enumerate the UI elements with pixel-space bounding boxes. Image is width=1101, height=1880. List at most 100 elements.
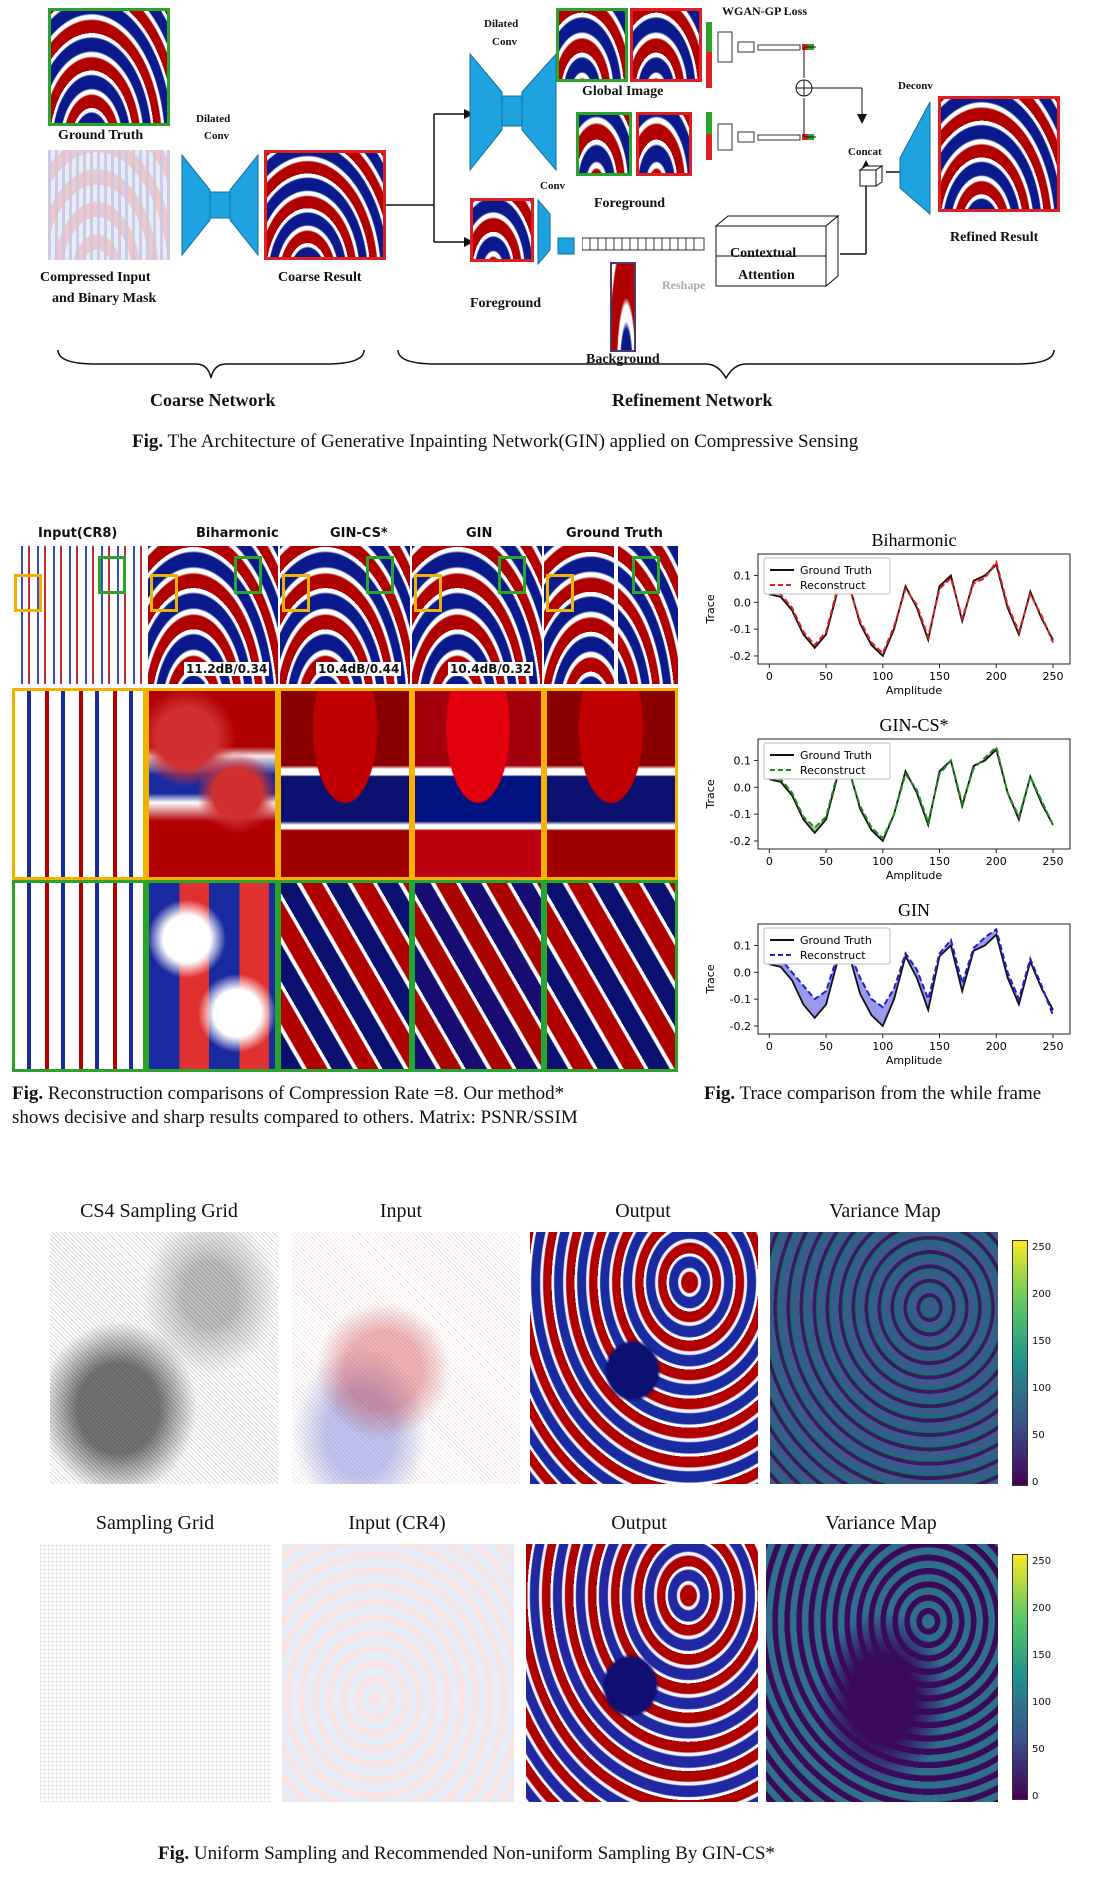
x-tick-label: 150 [929, 670, 950, 683]
gin-green-zoom [412, 880, 544, 1072]
dilated-conv-label-2: Dilated [484, 18, 519, 30]
x-axis-label: Amplitude [886, 1054, 943, 1067]
row2-title-0: Sampling Grid [95, 1512, 215, 1534]
x-tick-label: 250 [1042, 670, 1063, 683]
biharmonic-frame: 11.2dB/0.34 [148, 546, 278, 684]
gin-cs-frame: 10.4dB/0.44 [280, 546, 410, 684]
refined-result-image [938, 96, 1060, 212]
colorbar-tick: 0 [1032, 1791, 1039, 1802]
coarse-result-image [264, 150, 386, 260]
y-axis-label: Trace [704, 594, 717, 624]
ground-truth-frame [544, 546, 678, 684]
compressed-input-label: Compressed Input [40, 270, 151, 285]
x-tick-label: 200 [986, 670, 1007, 683]
colorbar-tick: 250 [1032, 1556, 1052, 1567]
legend-entry: Reconstruct [800, 764, 866, 777]
input-cr4-image [282, 1544, 514, 1802]
y-tick-label: -0.2 [730, 650, 751, 663]
branch-arrows [386, 109, 474, 247]
input-image [292, 1232, 520, 1484]
y-tick-label: 0.1 [734, 569, 752, 582]
ground-truth-label: Ground Truth [58, 128, 144, 143]
x-tick-label: 250 [1042, 855, 1063, 868]
foreground-gt-image [576, 112, 632, 176]
ground-truth-yellow-zoom [544, 688, 678, 880]
variance-map-image [770, 1232, 998, 1484]
biharmonic-yellow-zoom [146, 688, 278, 880]
y-tick-label: -0.1 [730, 808, 751, 821]
yellow-zoom-box [14, 574, 42, 612]
series-line-0 [769, 933, 1054, 1028]
architecture-caption: Fig. The Architecture of Generative Inpa… [132, 431, 859, 452]
y-tick-label: 0.0 [734, 966, 752, 979]
refinement-network-label: Refinement Network [612, 390, 773, 410]
global-image-label: Global Image [582, 84, 664, 99]
white-trace-line [614, 546, 618, 684]
row1-title-0: CS4 Sampling Grid [80, 1200, 238, 1222]
yellow-zoom-box [150, 574, 178, 612]
x-tick-label: 0 [766, 1040, 773, 1053]
global-image-gt [556, 8, 628, 82]
colorbar-tick: 0 [1032, 1477, 1039, 1488]
feature-vector [582, 237, 705, 251]
gin-cs-green-zoom [278, 880, 412, 1072]
chart-title: Biharmonic [872, 530, 957, 550]
y-tick-label: -0.2 [730, 835, 751, 848]
legend-entry: Ground Truth [800, 564, 872, 577]
chart-title: GIN [898, 900, 930, 920]
series-line-1 [769, 927, 1054, 1016]
refined-result-label: Refined Result [950, 230, 1039, 245]
x-tick-label: 100 [872, 855, 893, 868]
contextual-attention-box [714, 214, 840, 288]
dilated-conv-label-1: Dilated [196, 113, 231, 125]
coarse-network-label: Coarse Network [150, 390, 276, 410]
biharmonic-metric: 11.2dB/0.34 [184, 662, 270, 676]
gin-yellow-zoom [412, 688, 544, 880]
coarse-result-label: Coarse Result [278, 270, 362, 285]
x-tick-label: 100 [872, 1040, 893, 1053]
gin-frame: 10.4dB/0.32 [412, 546, 542, 684]
foreground-top-label: Foreground [594, 196, 666, 211]
x-tick-label: 200 [986, 1040, 1007, 1053]
concat-label: Concat [848, 146, 882, 158]
foreground-pred-image [636, 112, 692, 176]
legend-box [763, 742, 891, 780]
row2-title-2: Output [611, 1512, 667, 1534]
green-zoom-box [98, 556, 126, 594]
colorbar-tick: 200 [1032, 1289, 1052, 1300]
x-tick-label: 50 [819, 855, 833, 868]
deconv-shape [886, 101, 931, 216]
input-yellow-zoom [12, 688, 146, 880]
yellow-zoom-box [414, 574, 442, 612]
refinement-brace [397, 349, 1055, 380]
y-axis-label: Trace [704, 964, 717, 994]
green-zoom-box [498, 556, 526, 594]
x-tick-label: 150 [929, 855, 950, 868]
trace-caption: Fig. Trace comparison from the while fra… [704, 1083, 1042, 1104]
dilated-conv-label-2b: Conv [492, 36, 518, 48]
y-tick-label: -0.1 [730, 623, 751, 636]
green-zoom-box [632, 556, 660, 594]
output-image [530, 1232, 758, 1484]
column-header-input: Input(CR8) [38, 526, 118, 541]
column-header-gin: GIN [466, 526, 493, 541]
refine-dilated-shape [469, 52, 557, 172]
wgan-loss-label: WGAN-GP Loss [722, 4, 808, 18]
variance-colorbar [1012, 1240, 1028, 1486]
binary-mask-label: and Binary Mask [52, 291, 157, 306]
x-axis-label: Amplitude [886, 869, 943, 882]
conv-label: Conv [540, 180, 566, 192]
biharmonic-green-zoom [146, 880, 278, 1072]
legend-entry: Reconstruct [800, 949, 866, 962]
x-axis-label: Amplitude [886, 684, 943, 697]
x-tick-label: 50 [819, 1040, 833, 1053]
dilated-conv-label-1b: Conv [204, 130, 230, 142]
sampling-grid-image [40, 1544, 272, 1802]
y-tick-label: -0.1 [730, 993, 751, 1006]
gin-cs-metric: 10.4dB/0.44 [316, 662, 402, 676]
cs4-sampling-grid-image [50, 1232, 278, 1484]
concat-cube [858, 165, 884, 187]
comparison-caption: Fig. Reconstruction comparisons of Compr… [12, 1083, 578, 1128]
y-tick-label: 0.1 [734, 939, 752, 952]
gin-cs-yellow-zoom [278, 688, 412, 880]
